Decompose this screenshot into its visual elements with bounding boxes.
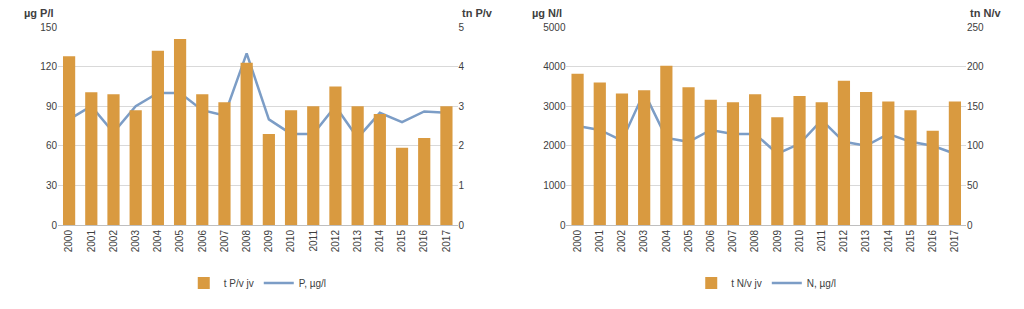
svg-text:2001: 2001 [86,230,97,253]
svg-text:1: 1 [459,180,465,191]
svg-text:µg P/l: µg P/l [24,7,54,19]
svg-text:2000: 2000 [572,230,583,253]
svg-text:2011: 2011 [816,230,827,252]
svg-text:5000: 5000 [543,22,566,33]
svg-text:tn N/v: tn N/v [970,7,1001,19]
svg-text:2017: 2017 [441,230,452,253]
svg-text:2010: 2010 [794,230,805,253]
svg-text:2009: 2009 [263,230,274,253]
svg-text:100: 100 [967,140,984,151]
svg-text:2000: 2000 [63,230,74,253]
svg-text:2006: 2006 [705,230,716,253]
svg-text:2016: 2016 [927,230,938,253]
svg-text:60: 60 [46,140,58,151]
svg-text:2008: 2008 [749,230,760,253]
svg-text:t N/v jv: t N/v jv [731,278,762,289]
svg-text:2015: 2015 [905,230,916,253]
svg-text:150: 150 [40,22,57,33]
svg-text:1000: 1000 [543,180,566,191]
svg-text:0: 0 [51,220,57,231]
svg-text:4: 4 [459,61,465,72]
svg-text:3000: 3000 [543,101,566,112]
svg-text:t P/v jv: t P/v jv [224,278,254,289]
svg-text:120: 120 [40,61,57,72]
svg-text:2006: 2006 [197,230,208,253]
svg-text:2012: 2012 [838,230,849,253]
svg-text:2012: 2012 [330,230,341,253]
svg-text:2005: 2005 [174,230,185,253]
svg-text:2004: 2004 [661,230,672,253]
svg-text:2017: 2017 [949,230,960,253]
svg-text:2009: 2009 [772,230,783,253]
svg-text:2007: 2007 [219,230,230,253]
svg-text:2007: 2007 [727,230,738,253]
svg-text:µg N/l: µg N/l [532,7,562,19]
svg-text:0: 0 [459,220,465,231]
svg-text:90: 90 [46,101,58,112]
svg-text:2011: 2011 [308,230,319,252]
svg-text:tn P/v: tn P/v [462,7,493,19]
svg-text:2014: 2014 [883,230,894,253]
svg-text:2015: 2015 [396,230,407,253]
svg-text:3: 3 [459,101,465,112]
svg-text:2: 2 [459,140,465,151]
svg-text:2013: 2013 [352,230,363,253]
svg-text:50: 50 [967,180,979,191]
svg-text:2002: 2002 [108,230,119,253]
svg-text:P, µg/l: P, µg/l [299,278,326,289]
svg-text:4000: 4000 [543,61,566,72]
svg-text:0: 0 [967,220,973,231]
svg-text:200: 200 [967,61,984,72]
svg-text:2002: 2002 [616,230,627,253]
svg-text:N, µg/l: N, µg/l [807,278,836,289]
svg-text:250: 250 [967,22,984,33]
svg-text:2016: 2016 [418,230,429,253]
svg-text:2001: 2001 [594,230,605,253]
svg-text:2010: 2010 [285,230,296,253]
svg-text:2003: 2003 [130,230,141,253]
svg-text:2000: 2000 [543,140,566,151]
svg-text:2014: 2014 [374,230,385,253]
svg-text:2013: 2013 [860,230,871,253]
svg-text:2003: 2003 [638,230,649,253]
svg-text:2008: 2008 [241,230,252,253]
svg-text:2005: 2005 [683,230,694,253]
svg-text:150: 150 [967,101,984,112]
svg-text:5: 5 [459,22,465,33]
svg-text:2004: 2004 [152,230,163,253]
svg-text:0: 0 [560,220,566,231]
svg-text:30: 30 [46,180,58,191]
